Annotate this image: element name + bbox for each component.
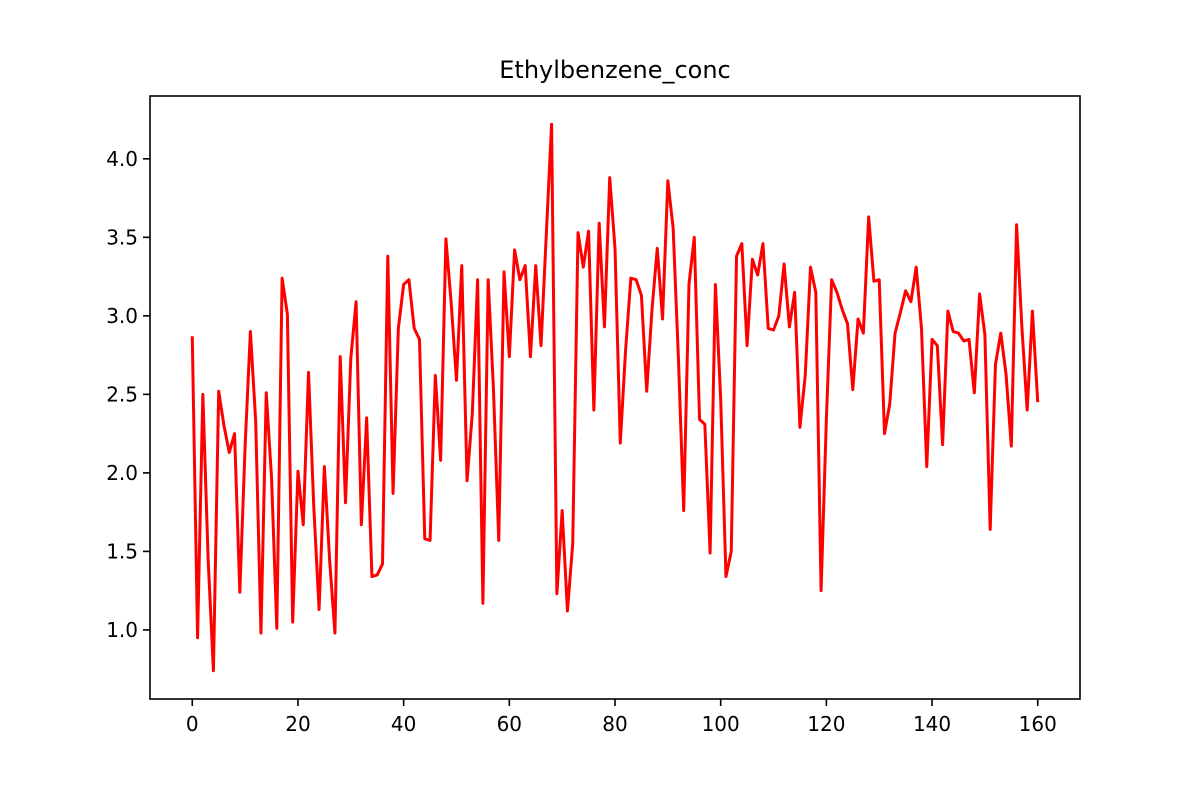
y-tick-label: 3.5 [106,225,138,249]
x-tick-label: 60 [497,712,522,736]
y-tick-label: 1.5 [106,539,138,563]
series-line [190,122,1040,673]
y-axis: 1.0 1.5 2.0 2.5 3.0 3.5 4.0 [106,147,150,642]
y-tick-label: 4.0 [106,147,138,171]
x-tick-label: 40 [391,712,416,736]
x-axis: 0 20 40 60 80 100 120 140 160 [186,699,1057,736]
x-tick-label: 80 [602,712,627,736]
chart-title: Ethylbenzene_conc [499,56,731,84]
y-tick-label: 1.0 [106,618,138,642]
x-tick-label: 140 [913,712,951,736]
y-tick-label: 2.0 [106,461,138,485]
plot-frame [149,95,1081,700]
x-tick-label: 120 [807,712,845,736]
x-tick-label: 20 [285,712,310,736]
y-tick-label: 2.5 [106,382,138,406]
x-tick-label: 160 [1019,712,1057,736]
x-tick-label: 100 [702,712,740,736]
x-tick-label: 0 [186,712,199,736]
y-tick-label: 3.0 [106,304,138,328]
